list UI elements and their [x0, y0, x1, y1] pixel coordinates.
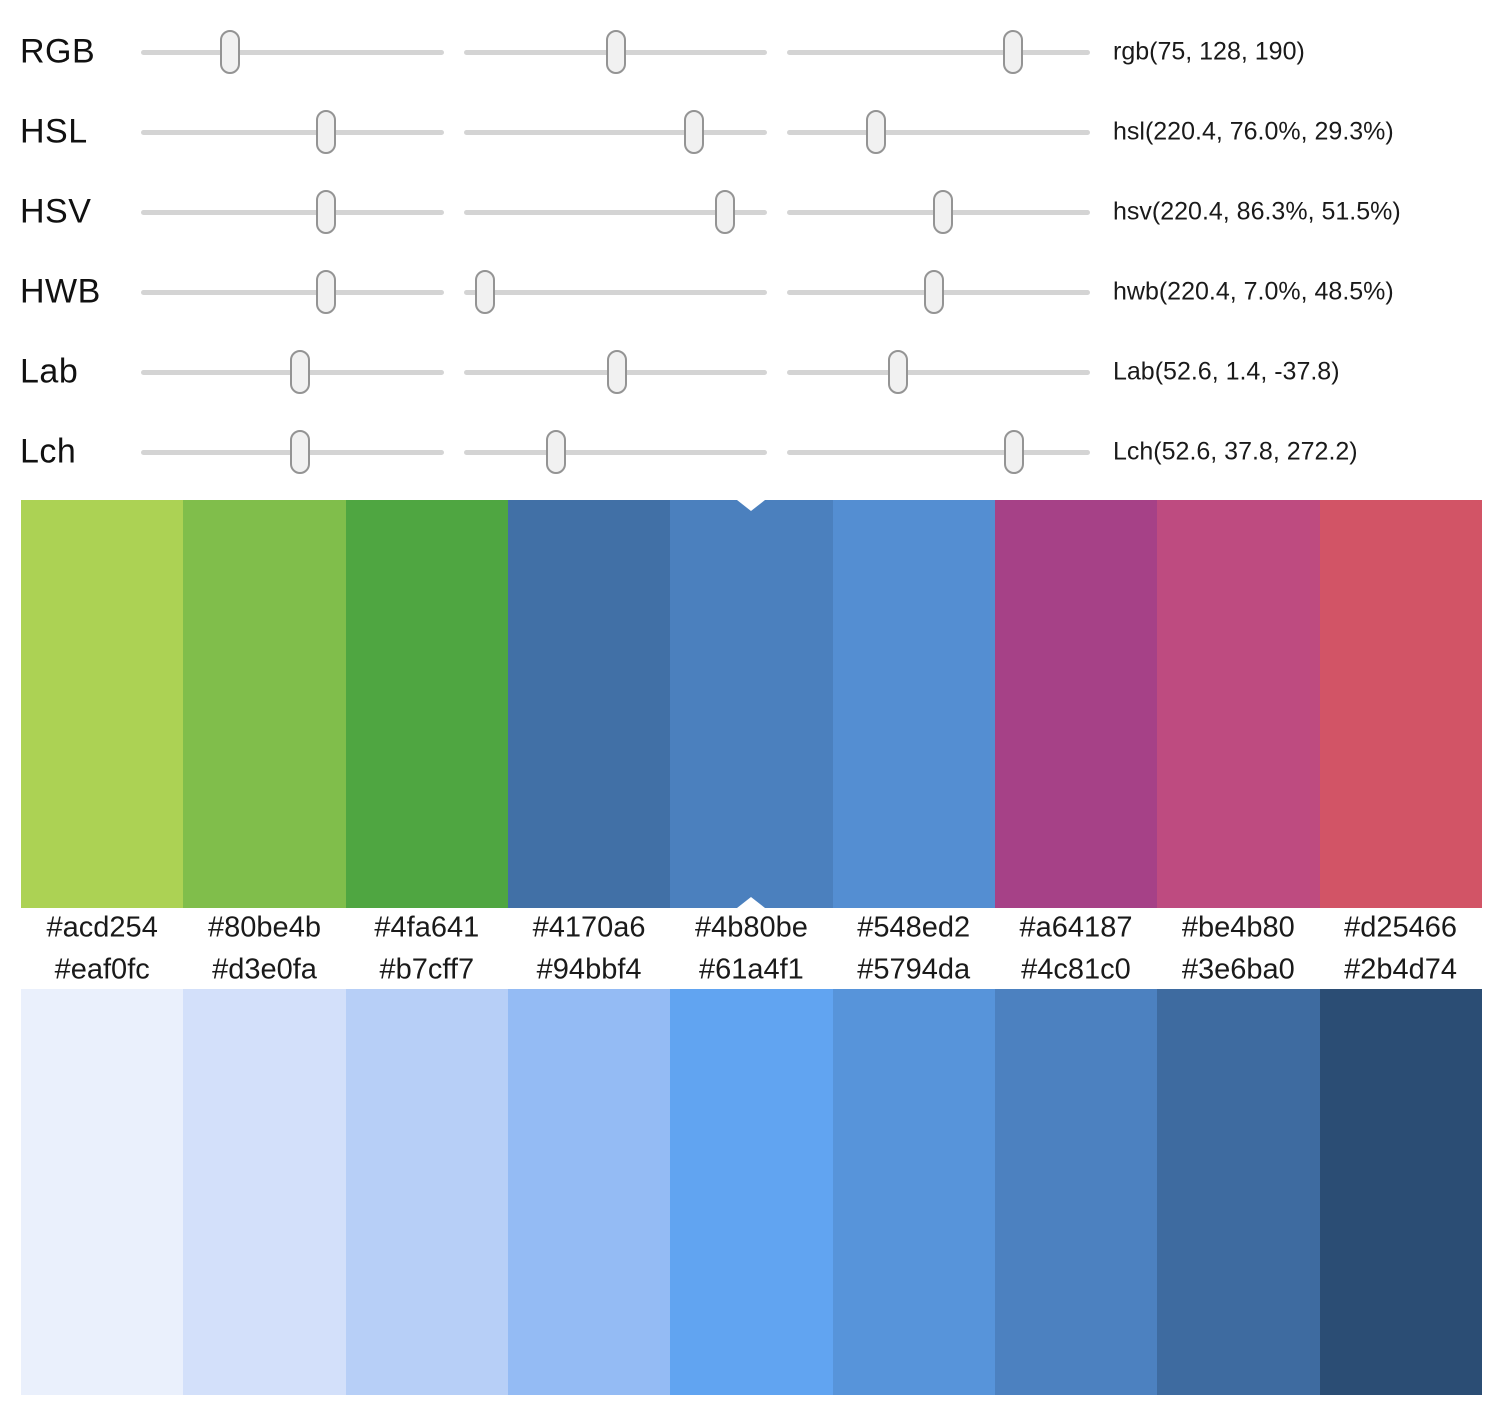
hue-swatch-9[interactable]	[1319, 500, 1482, 908]
rgb-green-slider-track[interactable]	[464, 30, 767, 74]
hsl-hue-slider-handle[interactable]	[316, 110, 337, 154]
rgb-blue-slider-track[interactable]	[787, 30, 1090, 74]
lab-b-slider-handle[interactable]	[887, 350, 908, 394]
hue-hex-label-3: #4fa641	[374, 911, 480, 944]
shade-hex-label-row: #eaf0fc #d3e0fa #b7cff7 #94bbf4 #61a4f1 #5794…	[0, 950, 1501, 990]
hsl-hue-slider-track[interactable]	[141, 110, 444, 154]
hsv-value-readout: hsv(220.4, 86.3%, 51.5%)	[1113, 197, 1401, 226]
shade-hex-label-2: #d3e0fa	[212, 953, 317, 986]
shade-hex-label-3: #b7cff7	[379, 953, 475, 986]
hue-swatch-7[interactable]	[994, 500, 1158, 908]
lch-l-slider-track[interactable]	[141, 430, 444, 474]
lch-value-readout: Lch(52.6, 37.8, 272.2)	[1113, 437, 1358, 466]
hsl-saturation-slider-handle[interactable]	[684, 110, 705, 154]
lab-b-slider-track[interactable]	[787, 350, 1090, 394]
shade-swatch-8[interactable]	[1157, 989, 1320, 1395]
hue-hex-label-6: #548ed2	[857, 911, 971, 944]
hue-swatch-8[interactable]	[1157, 500, 1320, 908]
hsl-value-readout: hsl(220.4, 76.0%, 29.3%)	[1113, 117, 1394, 146]
shade-swatch-7[interactable]	[994, 989, 1158, 1395]
rgb-red-slider-track[interactable]	[141, 30, 444, 74]
hue-swatch-6[interactable]	[832, 500, 995, 908]
colorspace-label-lch: Lch	[20, 432, 77, 471]
hue-hex-label-9: #d25466	[1344, 911, 1458, 944]
shade-hex-label-5: #61a4f1	[698, 953, 804, 986]
lab-a-slider-track[interactable]	[464, 350, 767, 394]
hue-hex-label-2: #80be4b	[208, 911, 321, 944]
colorspace-label-lab: Lab	[20, 352, 79, 391]
hsl-saturation-slider-track[interactable]	[464, 110, 767, 154]
shade-hex-label-8: #3e6ba0	[1181, 953, 1295, 986]
lab-l-slider-handle[interactable]	[290, 350, 311, 394]
shade-hex-label-1: #eaf0fc	[54, 953, 150, 986]
hsv-hue-slider-track[interactable]	[141, 190, 444, 234]
hue-hex-label-5: #4b80be	[694, 911, 808, 944]
shade-swatch-1[interactable]	[21, 989, 184, 1395]
lch-c-slider-track[interactable]	[464, 430, 767, 474]
hwb-hue-slider-handle[interactable]	[316, 270, 337, 314]
shade-hex-label-9: #2b4d74	[1344, 953, 1458, 986]
hue-hex-label-1: #acd254	[46, 911, 158, 944]
hwb-blackness-slider-handle[interactable]	[923, 270, 944, 314]
rgb-green-slider-handle[interactable]	[606, 30, 627, 74]
hue-hex-label-8: #be4b80	[1181, 911, 1295, 944]
rgb-blue-slider-handle[interactable]	[1002, 30, 1023, 74]
hwb-whiteness-slider-track[interactable]	[464, 270, 767, 314]
colorspace-label-hsl: HSL	[20, 112, 88, 151]
lab-a-slider-handle[interactable]	[607, 350, 627, 394]
lab-l-slider-track[interactable]	[141, 350, 444, 394]
hwb-blackness-slider-track[interactable]	[787, 270, 1090, 314]
hue-swatch-4[interactable]	[507, 500, 671, 908]
shade-swatch-4[interactable]	[507, 989, 671, 1395]
selection-notch-bottom	[737, 897, 766, 908]
hwb-whiteness-slider-handle[interactable]	[475, 270, 496, 314]
shade-hex-label-6: #5794da	[857, 953, 971, 986]
hue-swatch-1[interactable]	[21, 500, 184, 908]
lch-h-slider-track[interactable]	[787, 430, 1090, 474]
selection-notch-top	[737, 500, 766, 511]
rgb-value-readout: rgb(75, 128, 190)	[1113, 37, 1305, 66]
hsv-value-slider-handle[interactable]	[933, 190, 954, 234]
hsl-lightness-slider-handle[interactable]	[865, 110, 886, 154]
hue-hex-label-4: #4170a6	[532, 911, 646, 944]
hwb-value-readout: hwb(220.4, 7.0%, 48.5%)	[1113, 277, 1394, 306]
shade-swatch-5[interactable]	[670, 989, 833, 1395]
colorspace-label-rgb: RGB	[20, 32, 96, 71]
lch-c-slider-handle[interactable]	[546, 430, 567, 474]
lch-l-slider-handle[interactable]	[290, 430, 311, 474]
rgb-red-slider-handle[interactable]	[220, 30, 241, 74]
hsv-hue-slider-handle[interactable]	[316, 190, 337, 234]
hue-swatch-3[interactable]	[345, 500, 508, 908]
colorspace-label-hsv: HSV	[20, 192, 92, 231]
shade-swatch-6[interactable]	[832, 989, 995, 1395]
shade-swatch-3[interactable]	[345, 989, 508, 1395]
shade-palette-strip	[21, 989, 1482, 1395]
hue-palette-strip	[21, 500, 1482, 908]
shade-swatch-2[interactable]	[183, 989, 346, 1395]
hue-hex-label-7: #a64187	[1019, 911, 1133, 944]
hsv-value-slider-track[interactable]	[787, 190, 1090, 234]
lab-value-readout: Lab(52.6, 1.4, -37.8)	[1113, 357, 1340, 386]
hsv-saturation-slider-track[interactable]	[464, 190, 767, 234]
hwb-hue-slider-track[interactable]	[141, 270, 444, 314]
lch-h-slider-handle[interactable]	[1004, 430, 1025, 474]
hsl-lightness-slider-track[interactable]	[787, 110, 1090, 154]
hsv-saturation-slider-handle[interactable]	[715, 190, 736, 234]
shade-hex-label-7: #4c81c0	[1021, 953, 1131, 986]
hue-hex-label-row: #acd254 #80be4b #4fa641 #4170a6 #4b80be #548e…	[0, 908, 1501, 948]
hue-swatch-2[interactable]	[183, 500, 346, 908]
shade-hex-label-4: #94bbf4	[536, 953, 642, 986]
shade-swatch-9[interactable]	[1319, 989, 1482, 1395]
hue-swatch-5[interactable]	[670, 500, 833, 908]
colorspace-label-hwb: HWB	[20, 272, 101, 311]
